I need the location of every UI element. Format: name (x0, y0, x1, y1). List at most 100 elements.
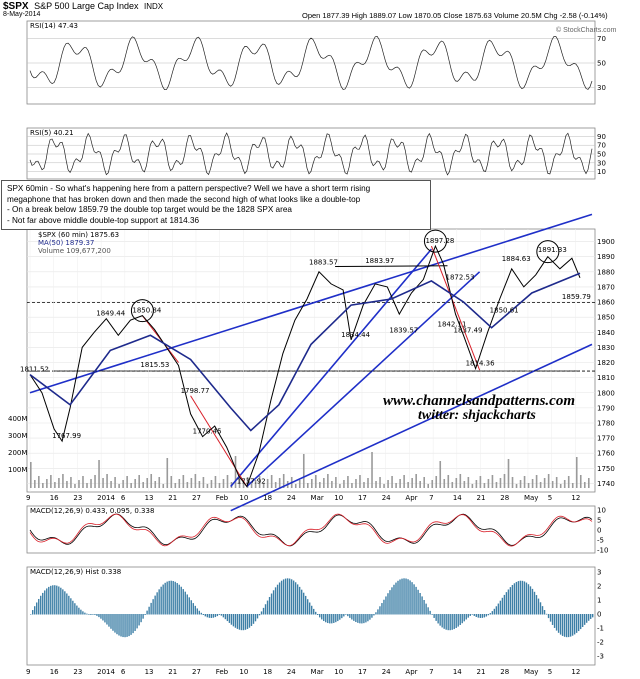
hist-bar (162, 584, 164, 615)
hist-bar (178, 584, 180, 615)
volume-bar (459, 474, 462, 488)
date-axis-tick-bottom: 28 (500, 668, 509, 676)
hist-bar (78, 607, 80, 615)
hist-bar (188, 597, 190, 615)
hist-bar (541, 606, 544, 615)
price-annotation: 1798.77 (181, 387, 210, 395)
hist-bar (84, 612, 86, 615)
price-axis-tick: 1860 (597, 299, 615, 307)
hist-bar (517, 581, 520, 615)
hist-bar (335, 614, 337, 623)
hist-bar (521, 580, 524, 615)
volume-bar (122, 480, 124, 488)
hist-bar (194, 605, 196, 615)
hist-bar (282, 579, 285, 615)
hist-bar (254, 614, 257, 622)
volume-bar (387, 480, 389, 488)
hist-bar (300, 589, 303, 615)
hist-bar (471, 614, 473, 615)
axes: 1900189018801870186018501840183018201810… (8, 35, 615, 676)
volume-bar (331, 481, 333, 488)
hist-bar (515, 581, 518, 615)
date-axis-tick-bottom: 9 (26, 668, 30, 676)
macd-axis-tick: 5 (597, 517, 601, 525)
hist-bar (313, 608, 315, 615)
hist-bar (62, 589, 64, 615)
price-annotation: 1850.61 (490, 307, 519, 315)
hist-bar (296, 584, 299, 615)
hist-bar (413, 584, 415, 615)
hist-bar (292, 580, 295, 615)
volume-bar (226, 475, 229, 488)
hist-bar (481, 614, 484, 618)
note-line-1: SPX 60min - So what's happening here fro… (7, 184, 371, 193)
hist-bar (268, 596, 271, 615)
price-labels: 1811.52 1849.44 1850.84 1815.53 1798.77 1770.… (20, 237, 591, 485)
volume-bar (583, 482, 586, 488)
hist-bar (365, 614, 367, 623)
date-axis-tick-bottom: 24 (382, 668, 391, 676)
hist-bar (174, 581, 176, 615)
hist-bar (427, 607, 429, 615)
hist-bar (369, 614, 371, 620)
hist-bar (539, 602, 542, 615)
price-axis-tick: 1840 (597, 329, 615, 337)
price-annotation: 1737.92 (237, 477, 266, 485)
price-axis-tick: 1820 (597, 359, 615, 367)
price-grid (27, 229, 595, 492)
price-annotation: 1839.57 (389, 326, 418, 334)
pattern-line (430, 245, 481, 371)
volume-bar (371, 452, 373, 488)
hist-bar (429, 610, 431, 615)
hist-bar (72, 600, 74, 615)
hist-bar (224, 614, 227, 620)
volume-bar (218, 483, 221, 488)
hist-bar (42, 592, 44, 615)
volume-axis-tick: 300M (8, 432, 27, 440)
date-axis-tick-bottom: 16 (50, 668, 59, 676)
volume-bar (194, 474, 197, 488)
date-axis-tick-bottom: 21 (168, 668, 177, 676)
hist-bar (491, 611, 494, 615)
rsi14-legend: RSI(14) 47.43 (30, 22, 79, 30)
price-axis-tick: 1890 (597, 253, 615, 261)
price-annotation: 1837.49 (454, 326, 483, 334)
hist-bar (411, 582, 413, 615)
hist-bar (56, 585, 58, 615)
macd-line (29, 513, 593, 547)
volume-axis-tick: 100M (8, 466, 27, 474)
hist-bar (323, 614, 325, 622)
hist-bar (252, 614, 255, 624)
macd-axis-tick: 10 (597, 507, 606, 515)
hist-axis-tick: 1 (597, 597, 601, 605)
exchange-label: INDX (144, 2, 164, 11)
price-annotation: 1884.63 (502, 255, 531, 263)
hist-bar (405, 578, 407, 615)
hist-axis-tick: 3 (597, 569, 601, 577)
volume-bar (246, 477, 249, 488)
hist-bar (399, 579, 401, 615)
date-axis-tick: 7 (429, 494, 433, 502)
volume-bar (495, 482, 498, 488)
volume-bar (38, 476, 40, 488)
hist-axis-tick: -2 (597, 639, 604, 647)
volume-bar (170, 476, 173, 488)
hist-bar (535, 595, 538, 615)
hist-bar (553, 614, 556, 628)
volume-bar (343, 480, 345, 488)
volume-bar (78, 480, 80, 488)
volume-bar (190, 478, 193, 488)
volume-bar (491, 475, 494, 488)
macd-axis-tick: 0 (597, 527, 601, 535)
volume-bar (399, 479, 401, 488)
hist-bar (485, 614, 488, 617)
hist-bar (198, 610, 200, 615)
volume-bar (367, 478, 369, 488)
hist-bar (94, 614, 96, 615)
volume-bar (407, 482, 409, 488)
rsi-line (29, 36, 593, 90)
hist-bar (509, 587, 512, 615)
volume-bar (74, 484, 76, 488)
hist-bar (232, 614, 235, 627)
